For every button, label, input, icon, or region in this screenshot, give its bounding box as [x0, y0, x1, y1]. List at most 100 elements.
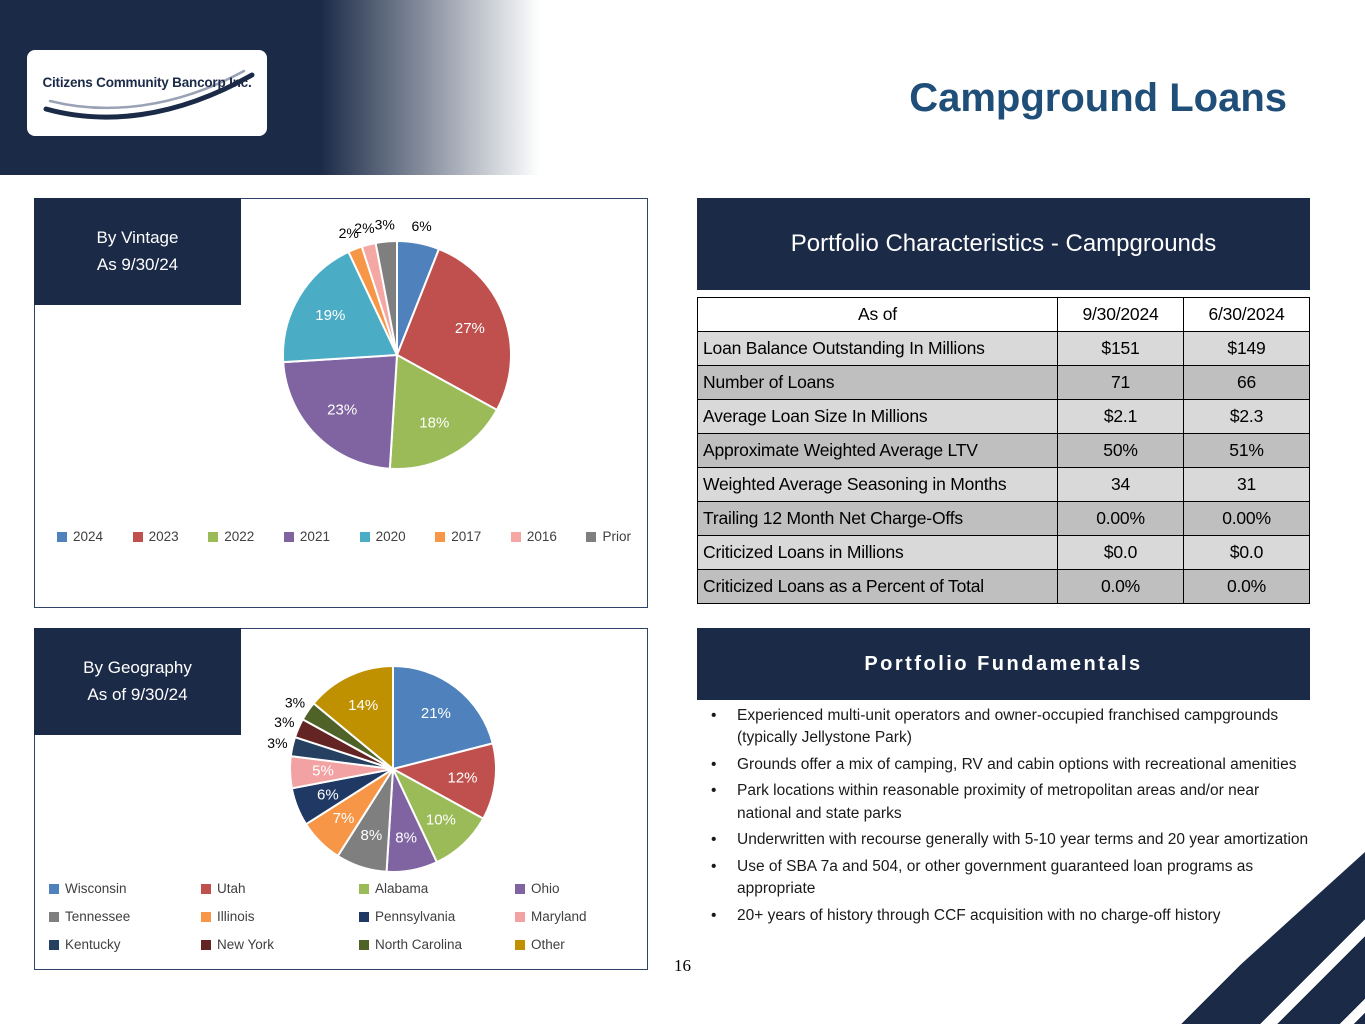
legend-swatch: [359, 911, 369, 922]
pie-slice-2020: [282, 250, 399, 364]
fundamentals-bullet: Park locations within reasonable proximi…: [697, 780, 1313, 825]
fundamentals-bullet: 20+ years of history through CCF acquisi…: [697, 905, 1313, 928]
legend-swatch: [208, 531, 219, 542]
legend-item-2023: 2023: [132, 529, 179, 544]
legend-label: Prior: [602, 529, 631, 544]
legend-swatch: [510, 531, 521, 542]
legend-swatch: [283, 531, 294, 542]
pie-slice-other: [312, 664, 394, 772]
vintage-chart-panel: By Vintage As 9/30/24 6% 27% 18% 23% 19% 2% 2%…: [34, 198, 648, 608]
legend-label: 2024: [73, 529, 104, 544]
legend-label: 2016: [526, 529, 557, 544]
pie-value-label: 23%: [327, 401, 357, 418]
table-row: Loan Balance Outstanding In Millions $151…: [697, 331, 1310, 366]
legend-label: 2020: [375, 529, 406, 544]
metric-value: $149: [1183, 331, 1310, 366]
metric-label: Weighted Average Seasoning in Months: [697, 467, 1058, 502]
legend-label: Other: [531, 937, 565, 952]
legend-item-north-carolina: North Carolina: [359, 937, 515, 952]
metric-value: $0.0: [1057, 535, 1184, 570]
legend-item-2016: 2016: [510, 529, 557, 544]
legend-swatch: [586, 531, 597, 542]
legend-label: New York: [217, 937, 275, 952]
legend-label: Alabama: [375, 881, 429, 896]
table-row: Average Loan Size In Millions $2.1 $2.3: [697, 399, 1310, 434]
pie-value-label: 6%: [411, 218, 431, 234]
legend-item-maryland: Maryland: [515, 909, 639, 924]
legend-label: 2017: [451, 529, 482, 544]
vintage-title-line1: By Vintage: [96, 228, 179, 248]
table-row: Weighted Average Seasoning in Months 34 31: [697, 467, 1310, 502]
fundamentals-header: Portfolio Fundamentals: [697, 628, 1310, 700]
pie-value-label: 8%: [395, 829, 417, 846]
vintage-chart-title: By Vintage As 9/30/24: [34, 198, 241, 305]
legend-swatch: [435, 531, 446, 542]
metric-value: $151: [1057, 331, 1184, 366]
vintage-legend: 2024 2023 2022 2021 2020 2017 2016 Prior: [57, 529, 631, 544]
table-header-row: As of 9/30/2024 6/30/2024: [697, 297, 1310, 332]
metric-value: 66: [1183, 365, 1310, 400]
legend-label: Utah: [217, 881, 246, 896]
legend-swatch: [201, 883, 211, 894]
legend-item-kentucky: Kentucky: [49, 937, 201, 952]
legend-item-wisconsin: Wisconsin: [49, 881, 201, 896]
logo-inner: Citizens Community Bancorp Inc.: [34, 57, 260, 129]
characteristics-header: Portfolio Characteristics - Campgrounds: [697, 198, 1310, 290]
metric-label: Number of Loans: [697, 365, 1058, 400]
metric-label: Criticized Loans as a Percent of Total: [697, 569, 1058, 604]
legend-swatch: [57, 531, 67, 542]
metric-value: 0.0%: [1183, 569, 1310, 604]
legend-label: Ohio: [531, 881, 560, 896]
legend-item-2021: 2021: [283, 529, 330, 544]
pie-value-label: 3%: [285, 694, 305, 710]
legend-item-prior: Prior: [586, 529, 631, 544]
geography-chart-title: By Geography As of 9/30/24: [34, 628, 241, 735]
fundamentals-bullet: Grounds offer a mix of camping, RV and c…: [697, 754, 1313, 777]
page-number: 16: [674, 956, 691, 975]
pie-slice-2022: [388, 353, 499, 470]
legend-label: Wisconsin: [65, 881, 127, 896]
pie-value-label: 12%: [447, 769, 477, 786]
geography-chart-panel: By Geography As of 9/30/24 21% 12% 10% 8% 8%…: [34, 628, 648, 970]
legend-label: Illinois: [217, 909, 255, 924]
pie-slice-2021: [282, 353, 399, 470]
geography-legend: Wisconsin Utah Alabama Ohio Tennessee Illinoi…: [49, 881, 639, 952]
geography-title-line2: As of 9/30/24: [87, 684, 188, 704]
pie-value-label: 7%: [333, 810, 355, 827]
pie-slice-wisconsin: [392, 664, 494, 771]
metric-value: 0.00%: [1183, 501, 1310, 536]
metric-value: 51%: [1183, 433, 1310, 468]
table-row: Criticized Loans in Millions $0.0 $0.0: [697, 535, 1310, 570]
characteristics-table: As of 9/30/2024 6/30/2024 Loan Balance Out…: [697, 297, 1310, 604]
pie-value-label: 10%: [426, 812, 456, 829]
metric-value: 50%: [1057, 433, 1184, 468]
metric-label: Average Loan Size In Millions: [697, 399, 1058, 434]
metric-value: 34: [1057, 467, 1184, 502]
pie-value-label: 3%: [274, 714, 294, 730]
pie-value-label: 19%: [315, 307, 345, 324]
table-row: Number of Loans 71 66: [697, 365, 1310, 400]
geography-title-line1: By Geography: [83, 658, 192, 678]
legend-item-alabama: Alabama: [359, 881, 515, 896]
pie-value-label: 2%: [354, 220, 374, 236]
logo-text: Citizens Community Bancorp Inc.: [42, 75, 252, 90]
metric-label: Loan Balance Outstanding In Millions: [697, 331, 1058, 366]
legend-item-2017: 2017: [435, 529, 481, 544]
pie-value-label: 5%: [312, 763, 334, 780]
metric-label: Approximate Weighted Average LTV: [697, 433, 1058, 468]
pie-value-label: 8%: [361, 827, 383, 844]
pie-value-label: 27%: [455, 320, 485, 337]
legend-label: Maryland: [531, 909, 587, 924]
vintage-title-line2: As 9/30/24: [96, 254, 179, 274]
fundamentals-bullet: Use of SBA 7a and 504, or other governme…: [697, 856, 1313, 901]
legend-swatch: [132, 531, 143, 542]
legend-swatch: [201, 911, 211, 922]
metric-value: 0.0%: [1057, 569, 1184, 604]
pie-value-label: 14%: [348, 697, 378, 714]
logo-swoosh-icon: [43, 69, 255, 120]
vintage-pie-chart: 6% 27% 18% 23% 19% 2% 2% 3%: [247, 205, 547, 505]
metric-label: Trailing 12 Month Net Charge-Offs: [697, 501, 1058, 536]
pie-value-label: 3%: [267, 735, 287, 751]
legend-swatch: [49, 883, 59, 894]
pie-value-label: 2%: [339, 225, 359, 241]
